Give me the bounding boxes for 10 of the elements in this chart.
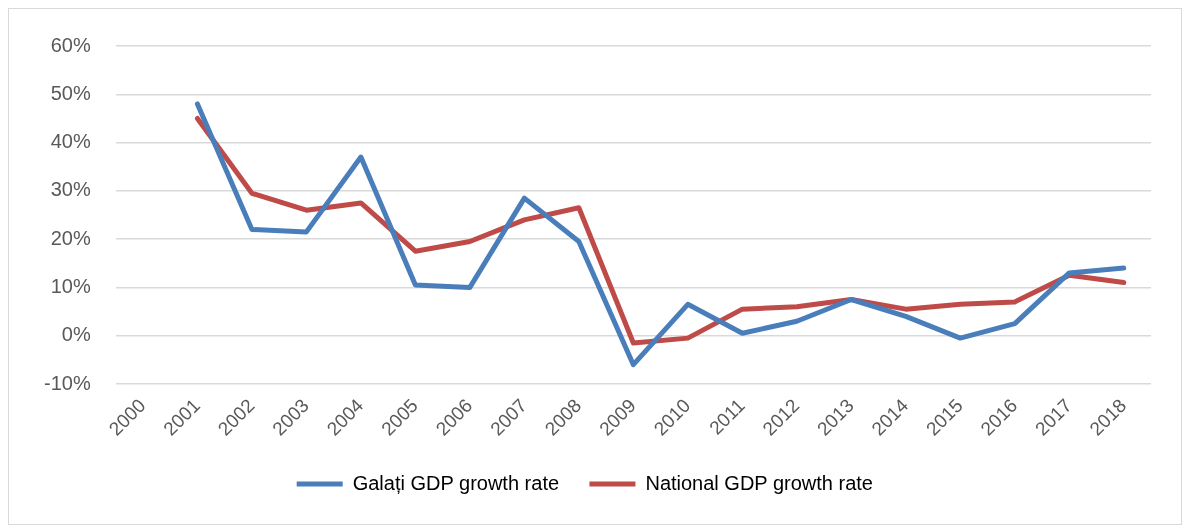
- y-tick-label: 50%: [50, 81, 91, 104]
- y-tick-label: 30%: [50, 178, 91, 201]
- y-tick-label: 10%: [50, 274, 91, 297]
- y-tick-label: -10%: [43, 371, 91, 394]
- y-tick-label: 20%: [50, 226, 91, 249]
- y-tick-label: 0%: [61, 323, 91, 346]
- legend-label: Galați GDP growth rate: [352, 471, 560, 494]
- legend-label: National GDP growth rate: [645, 471, 873, 494]
- y-tick-label: 60%: [50, 33, 91, 56]
- y-tick-label: 40%: [50, 130, 91, 153]
